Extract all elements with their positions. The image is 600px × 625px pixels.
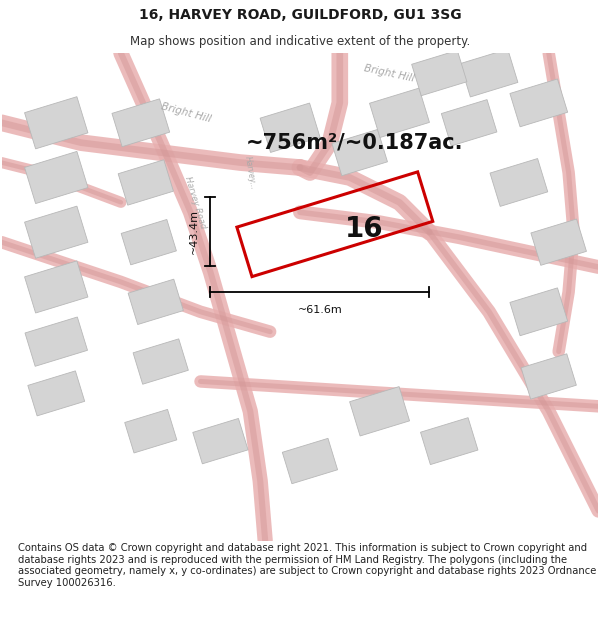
Text: ~43.4m: ~43.4m (188, 209, 199, 254)
Polygon shape (510, 288, 568, 336)
Polygon shape (25, 151, 88, 204)
Polygon shape (112, 99, 170, 147)
Polygon shape (260, 103, 320, 152)
Polygon shape (25, 317, 88, 366)
Polygon shape (490, 159, 548, 206)
Text: Harvey...: Harvey... (243, 155, 257, 190)
Polygon shape (460, 49, 518, 97)
Polygon shape (510, 79, 568, 127)
Text: 16, HARVEY ROAD, GUILDFORD, GU1 3SG: 16, HARVEY ROAD, GUILDFORD, GU1 3SG (139, 8, 461, 22)
Polygon shape (25, 206, 88, 258)
Text: ~756m²/~0.187ac.: ~756m²/~0.187ac. (246, 132, 463, 152)
Polygon shape (531, 219, 586, 265)
Polygon shape (412, 51, 467, 96)
Polygon shape (521, 354, 577, 399)
Polygon shape (121, 219, 176, 265)
Polygon shape (28, 371, 85, 416)
Polygon shape (193, 419, 248, 464)
Polygon shape (25, 97, 88, 149)
Polygon shape (350, 387, 410, 436)
Polygon shape (125, 409, 177, 453)
Polygon shape (25, 261, 88, 313)
Polygon shape (133, 339, 188, 384)
Text: Harvey Road: Harvey Road (184, 175, 208, 229)
Text: ~61.6m: ~61.6m (298, 305, 342, 315)
Polygon shape (421, 418, 478, 464)
Polygon shape (118, 160, 173, 205)
Polygon shape (283, 438, 338, 484)
Text: Map shows position and indicative extent of the property.: Map shows position and indicative extent… (130, 35, 470, 48)
Text: Bright Hill: Bright Hill (160, 101, 212, 124)
Text: Contains OS data © Crown copyright and database right 2021. This information is : Contains OS data © Crown copyright and d… (18, 543, 596, 588)
Text: Bright Hill: Bright Hill (364, 62, 416, 83)
Text: 16: 16 (346, 215, 384, 243)
Polygon shape (128, 279, 184, 324)
Polygon shape (442, 99, 497, 146)
Polygon shape (332, 129, 388, 176)
Polygon shape (370, 88, 430, 138)
